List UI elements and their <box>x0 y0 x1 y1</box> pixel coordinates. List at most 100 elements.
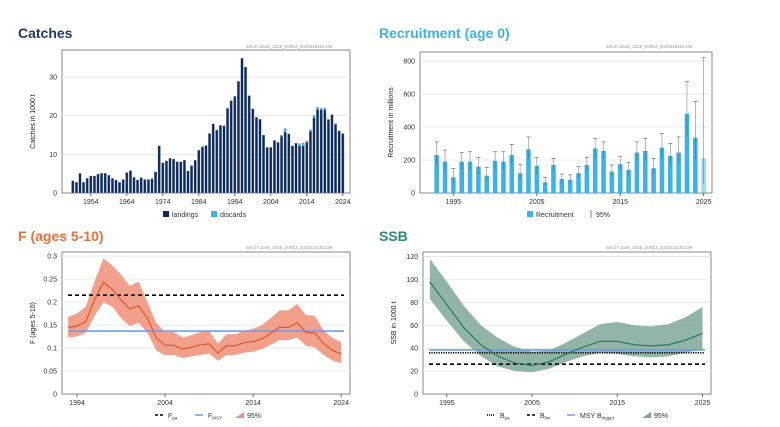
catches-bar-landings <box>92 175 96 194</box>
catches-bar-landings <box>186 170 190 194</box>
catches-bar-landings <box>103 173 107 194</box>
catches-bar-landings <box>244 66 248 194</box>
catches-bar-landings <box>85 178 89 194</box>
recruitment-legend-swatch <box>527 211 533 217</box>
recruitment-bar <box>684 113 690 193</box>
catches-y-axis-label: Catches in 1000 t <box>30 94 37 149</box>
recruitment-y-tick-label: 400 <box>403 125 415 132</box>
catches-bar-landings <box>308 131 312 194</box>
f-confidence-band <box>68 258 342 364</box>
recruitment-y-axis-label: Recruitment in millions <box>388 87 395 158</box>
recruitment-watermark: anf.27.3a46_2025_20913_2025515162139 <box>606 44 693 49</box>
ssb-chart: 0 20 40 60 80 100 120 1995 2005 2015 2025 SSB in 10… <box>391 251 712 421</box>
catches-bar-landings <box>215 129 219 194</box>
catches-bar-landings <box>341 133 345 194</box>
catches-bar-landings <box>172 158 176 194</box>
catches-bar-discards <box>283 128 287 133</box>
recruitment-x-tick-label: 2005 <box>529 199 545 206</box>
ssb-x-tick-label: 2015 <box>609 400 625 407</box>
catches-x-tick-label: 1964 <box>119 199 135 206</box>
catches-bar-landings <box>226 108 230 194</box>
recruitment-bar <box>459 161 465 193</box>
catches-bar-landings <box>125 172 129 194</box>
catches-bar-landings <box>326 119 330 194</box>
f-x-tick-label: 2004 <box>157 400 173 407</box>
f-legend-label-fpa: Fpa <box>168 413 178 421</box>
catches-bar-landings <box>283 131 287 194</box>
catches-y-tick-label: 0 <box>53 191 57 198</box>
catches-bar-landings <box>269 147 273 194</box>
catches-bar-landings <box>182 159 186 194</box>
catches-bar-landings <box>229 100 233 194</box>
catches-bar-landings <box>132 177 136 194</box>
catches-bar-landings <box>312 117 316 194</box>
catches-bar-discards <box>298 143 302 146</box>
catches-bar-discards <box>341 132 345 135</box>
catches-legend-swatch-landings <box>163 211 169 217</box>
recruitment-y-tick-label: 600 <box>403 92 415 99</box>
catches-bar-landings <box>161 162 165 194</box>
f-title: F (ages 5-10) <box>18 228 104 244</box>
catches-x-tick-label: 1974 <box>155 199 171 206</box>
catches-bar-landings <box>110 178 114 194</box>
catches-bar-landings <box>265 147 269 194</box>
catches-bar-landings <box>154 171 158 194</box>
ssb-y-tick-label: 100 <box>406 277 418 284</box>
catches-bar-landings <box>71 180 75 194</box>
recruitment-bar <box>634 152 640 193</box>
recruitment-legend-label-interval: 95% <box>596 212 610 219</box>
ssb-x-tick-label: 1995 <box>439 400 455 407</box>
recruitment-chart: 0 200 400 600 800 1995 2005 2015 2025 Recruitment… <box>388 51 713 219</box>
recruitment-bar <box>467 161 473 193</box>
catches-bar-landings <box>294 142 298 194</box>
catches-bar-landings <box>121 179 125 194</box>
recruitment-bar <box>551 164 556 193</box>
catches-bar-landings <box>316 109 320 194</box>
recruitment-bar <box>517 173 523 193</box>
recruitment-bar <box>509 155 515 193</box>
catches-bar-landings <box>74 182 78 194</box>
catches-bar-landings <box>208 133 212 194</box>
ssb-y-tick-label: 120 <box>406 254 418 261</box>
catches-bar-discards <box>308 129 312 132</box>
catches-bar-landings <box>254 117 258 194</box>
recruitment-bar <box>626 169 631 193</box>
f-y-tick-label: 0.05 <box>43 369 57 376</box>
ssb-line <box>429 281 703 366</box>
catches-bar-landings <box>334 124 338 194</box>
catches-bar-landings <box>305 142 309 194</box>
catches-bar-landings <box>276 142 280 194</box>
recruitment-title: Recruitment (age 0) <box>379 25 510 41</box>
catches-bar-landings <box>218 125 222 194</box>
catches-bar-discards <box>280 134 284 137</box>
catches-bar-landings <box>258 119 262 194</box>
catches-bar-landings <box>301 145 305 194</box>
catches-bar-landings <box>319 109 323 194</box>
catches-x-tick-label: 2024 <box>335 199 351 206</box>
catches-bar-landings <box>157 145 161 194</box>
recruitment-bar <box>567 179 573 193</box>
ssb-x-tick-label: 2005 <box>524 400 540 407</box>
recruitment-bar <box>451 177 456 193</box>
catches-x-tick-label: 2014 <box>299 199 315 206</box>
ssb-x-tick-label: 2025 <box>695 400 711 407</box>
recruitment-y-tick-label: 200 <box>403 158 415 165</box>
catches-bar-discards <box>323 107 327 111</box>
recruitment-bar <box>559 178 565 193</box>
catches-bar-discards <box>301 142 305 146</box>
catches-bar-landings <box>262 134 266 194</box>
ssb-legend-label-bpa: Bpa <box>500 413 510 421</box>
ssb-y-tick-label: 80 <box>410 300 418 307</box>
recruitment-bar <box>484 175 490 193</box>
catches-bar-landings <box>128 170 132 194</box>
f-legend-label-interval: 95% <box>247 413 261 420</box>
recruitment-bar <box>693 137 698 193</box>
catches-bar-discards <box>334 123 338 125</box>
recruitment-bar <box>534 165 540 193</box>
f-watermark: anf.27.3a46_2025_20913_2025515162139 <box>246 245 333 250</box>
recruitment-bar <box>667 155 673 193</box>
f-y-axis-label: F (ages 5-10) <box>30 302 37 344</box>
recruitment-bar <box>592 148 598 193</box>
catches-bar-landings <box>96 173 100 194</box>
